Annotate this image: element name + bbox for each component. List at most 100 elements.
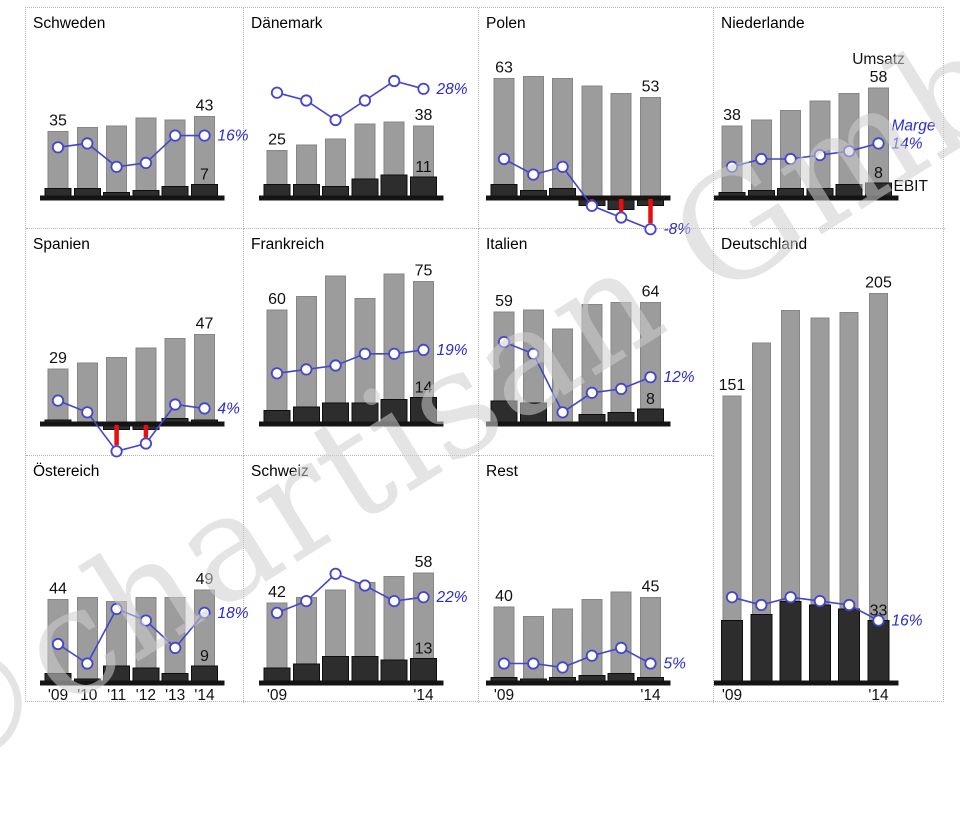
first-umsatz-label: 29	[49, 350, 67, 367]
panel-östereich: Östereich 44 49 9 18% '09 '10 '11 '12 '13 '14	[26, 456, 249, 704]
last-umsatz-label: 53	[642, 78, 660, 95]
marge-markers	[51, 394, 211, 458]
panel-title: Frankreich	[251, 236, 324, 253]
marge-markers	[270, 74, 430, 127]
chart-svg: Polen 63 53 -8%	[486, 15, 691, 238]
first-umsatz-label: 44	[49, 580, 67, 597]
chart-svg: Frankreich 60 75 14 19%	[251, 236, 468, 427]
chart-svg: Östereich 44 49 9 18% '09 '10 '11 '12 '13 '14	[33, 462, 249, 704]
x-tick-label: '14	[194, 687, 215, 704]
marge-markers	[497, 641, 657, 674]
umsatz-bars	[266, 273, 434, 425]
first-umsatz-label: 151	[719, 377, 746, 394]
last-marge-label: 18%	[218, 605, 249, 622]
x-tick-label: '09	[722, 687, 742, 704]
panel-polen: Polen 63 53 -8%	[479, 8, 714, 238]
first-umsatz-label: 60	[268, 291, 286, 308]
last-umsatz-label: 58	[870, 69, 888, 86]
x-tick-label: '09	[267, 687, 287, 704]
umsatz-bars	[47, 115, 215, 199]
last-ebit-label: 14	[415, 379, 433, 396]
last-ebit-label: 33	[870, 602, 888, 619]
first-umsatz-label: 40	[495, 588, 513, 605]
panel-title: Italien	[486, 236, 527, 253]
first-umsatz-label: 25	[268, 132, 286, 149]
last-marge-label: 14%	[892, 135, 923, 152]
last-marge-label: 12%	[664, 369, 695, 386]
last-ebit-label: 8	[646, 391, 655, 408]
panel-niederlande: Niederlande 38 58 8 14% Umsatz Marge EBIT	[714, 8, 945, 229]
chart-svg: Spanien 29 47 4%	[33, 236, 241, 458]
first-umsatz-label: 38	[723, 107, 741, 124]
chart-svg: Italien 59 64 8 12%	[486, 236, 695, 427]
umsatz-bars	[266, 121, 434, 199]
panel-title: Dänemark	[251, 15, 323, 32]
last-ebit-label: 13	[415, 640, 433, 657]
chart-svg: Niederlande 38 58 8 14% Umsatz Marge EBIT	[714, 15, 936, 201]
panel-grid: Schweden 35 43 7 16% Dänemark 25 38 11 28% Polen 63…	[25, 7, 945, 704]
panel-title: Östereich	[33, 462, 99, 480]
marge-markers	[725, 137, 885, 173]
umsatz-bars	[47, 334, 215, 425]
umsatz-bars	[47, 589, 215, 684]
panel-title: Schweden	[33, 15, 105, 32]
last-marge-label: 16%	[218, 128, 249, 145]
x-tick-label: '12	[136, 687, 156, 704]
series-label-ebit: EBIT	[894, 178, 929, 195]
series-label-marge: Marge	[892, 117, 936, 134]
umsatz-bars	[722, 293, 888, 684]
panel-title: Polen	[486, 15, 526, 32]
panel-rest: Rest 40 45 5% '09 '14	[479, 456, 714, 704]
panel-title: Rest	[486, 463, 519, 480]
marge-markers	[497, 152, 657, 236]
panel-italien: Italien 59 64 8 12%	[479, 229, 714, 456]
last-marge-label: 4%	[218, 400, 241, 417]
panel-title: Niederlande	[721, 15, 805, 32]
umsatz-bars	[493, 301, 661, 425]
ebit-bars	[44, 665, 218, 684]
last-marge-label: 5%	[664, 656, 687, 673]
panel-schweiz: Schweiz 42 58 13 22% '09 '14	[244, 456, 479, 704]
chart-svg: Schweiz 42 58 13 22% '09 '14	[251, 463, 468, 704]
x-tick-label: '09	[494, 687, 514, 704]
last-marge-label: -8%	[664, 221, 692, 238]
ebit-bars	[263, 655, 437, 684]
last-marge-label: 28%	[436, 81, 468, 98]
first-umsatz-label: 63	[495, 59, 513, 76]
ebit-bars	[263, 174, 437, 199]
umsatz-bars	[266, 572, 434, 684]
last-ebit-label: 9	[200, 648, 209, 665]
umsatz-bars	[721, 87, 889, 199]
last-marge-label: 19%	[437, 342, 468, 359]
chart-svg: Schweden 35 43 7 16%	[33, 15, 249, 201]
panel-title: Spanien	[33, 236, 90, 253]
x-tick-label: '11	[107, 687, 126, 704]
umsatz-bars	[493, 591, 661, 684]
umsatz-bars	[493, 75, 661, 199]
first-umsatz-label: 42	[268, 584, 286, 601]
x-tick-label: '09	[48, 687, 68, 704]
panel-dänemark: Dänemark 25 38 11 28%	[244, 8, 479, 229]
last-umsatz-label: 205	[865, 275, 892, 292]
last-umsatz-label: 47	[196, 316, 214, 333]
last-umsatz-label: 58	[415, 554, 433, 571]
panel-frankreich: Frankreich 60 75 14 19%	[244, 229, 479, 456]
marge-markers	[497, 336, 657, 419]
last-marge-label: 22%	[436, 589, 468, 606]
marge-markers	[270, 343, 430, 380]
last-umsatz-label: 43	[196, 97, 214, 114]
x-tick-label: '13	[165, 687, 185, 704]
first-umsatz-label: 59	[495, 293, 513, 310]
x-tick-label: '14	[640, 687, 661, 704]
series-label-umsatz: Umsatz	[852, 51, 905, 68]
marge-markers	[270, 567, 430, 619]
ebit-bars	[263, 396, 437, 425]
last-ebit-label: 11	[415, 159, 432, 176]
last-ebit-label: 7	[200, 167, 209, 184]
last-ebit-label: 8	[874, 165, 883, 182]
last-umsatz-label: 64	[642, 283, 660, 300]
panel-title: Deutschland	[721, 236, 807, 253]
x-tick-label: '10	[77, 687, 98, 704]
